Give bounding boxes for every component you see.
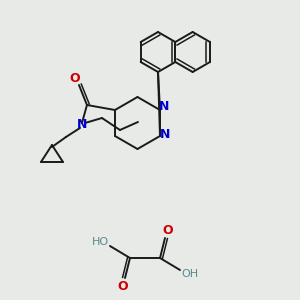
Text: O: O — [70, 71, 80, 85]
Text: N: N — [159, 100, 169, 113]
Text: OH: OH — [182, 269, 199, 279]
Text: O: O — [118, 280, 128, 292]
Text: N: N — [77, 118, 87, 131]
Text: HO: HO — [92, 237, 109, 247]
Text: O: O — [163, 224, 173, 236]
Text: N: N — [160, 128, 170, 142]
